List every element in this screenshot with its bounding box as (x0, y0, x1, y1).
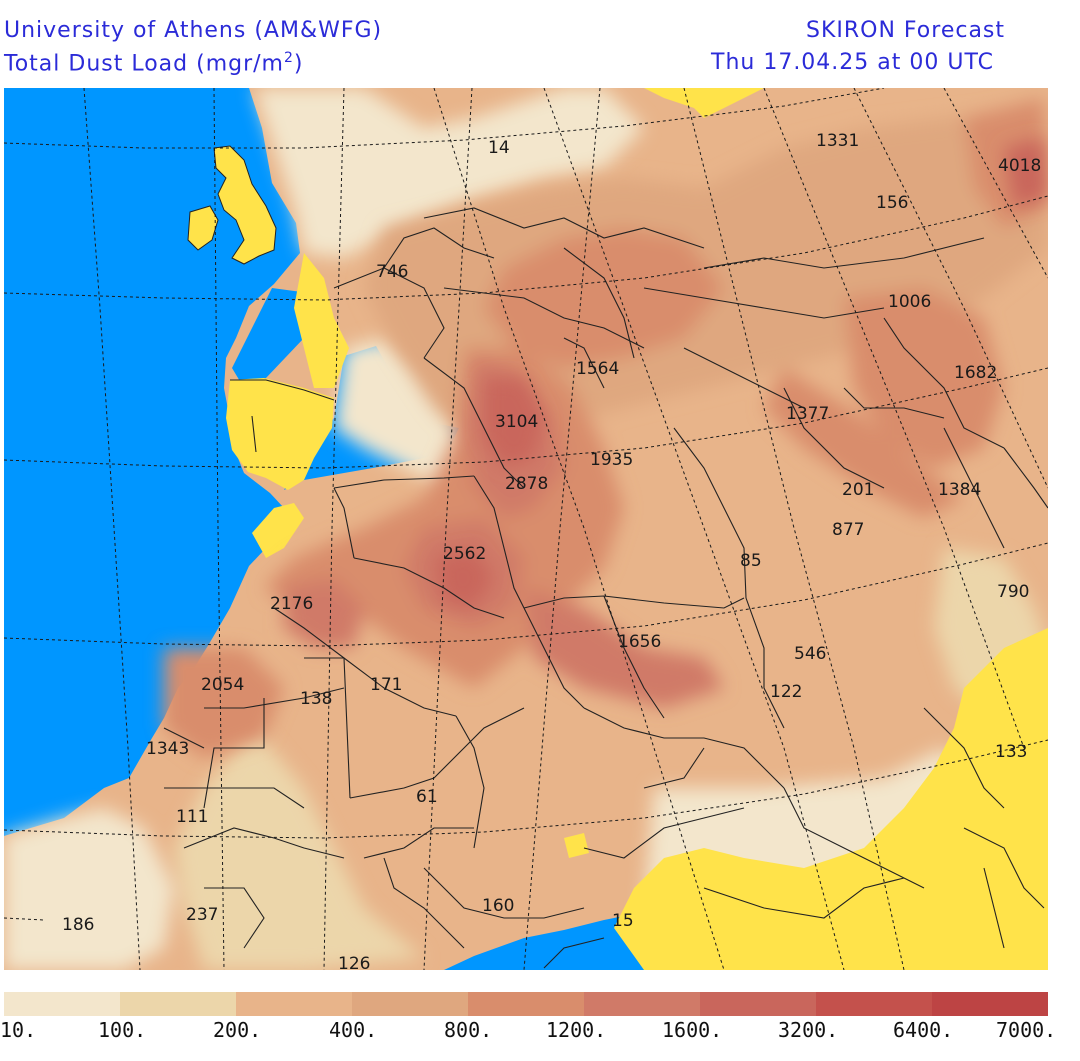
gulf-of-guinea (444, 916, 644, 970)
legend-swatch (468, 992, 584, 1016)
value-label: 1564 (576, 359, 619, 379)
legend-tick: 200. (213, 1018, 262, 1042)
value-label: 1006 (888, 292, 931, 312)
value-label: 138 (300, 689, 332, 709)
value-label: 186 (62, 915, 94, 935)
legend-swatch (932, 992, 1048, 1016)
value-label: 160 (482, 896, 514, 916)
legend-swatch (120, 992, 236, 1016)
value-label: 171 (370, 675, 402, 695)
value-label: 61 (416, 787, 438, 807)
value-label: 4018 (998, 156, 1041, 176)
legend-swatch (816, 992, 932, 1016)
legend-tick: 1200. (546, 1018, 607, 1042)
legend-swatch (584, 992, 700, 1016)
product-title-end: ) (293, 51, 304, 77)
institution-title: University of Athens (AM&WFG) (4, 18, 383, 43)
value-label: 1331 (816, 131, 859, 151)
model-title: SKIRON Forecast (806, 18, 1006, 43)
value-label: 126 (338, 954, 370, 970)
legend-swatch (700, 992, 816, 1016)
value-label: 1935 (590, 450, 633, 470)
map-canvas: 14 1331 4018 156 746 1006 1564 1682 1377… (4, 88, 1048, 970)
value-label: 122 (770, 682, 802, 702)
color-legend (4, 992, 1048, 1016)
legend-tick: 400. (329, 1018, 378, 1042)
value-label: 746 (376, 262, 408, 282)
value-label: 2878 (505, 474, 548, 494)
legend-tick: 6400. (893, 1018, 954, 1042)
legend-swatch (236, 992, 352, 1016)
coastlines (187, 145, 277, 265)
value-label: 2054 (201, 675, 244, 695)
borders (163, 207, 1048, 969)
product-title-main: Total Dust Load (mgr/m (4, 51, 284, 77)
value-label: 546 (794, 644, 826, 664)
legend-tick: 10. (0, 1018, 37, 1042)
graticule (4, 88, 1048, 970)
atlantic-ocean (4, 88, 300, 836)
product-title-sup: 2 (283, 50, 294, 66)
legend-tick-labels: 10. 100. 200. 400. 800. 1200. 1600. 3200… (0, 1018, 1080, 1048)
value-label: 790 (997, 582, 1029, 602)
value-label: 1377 (786, 404, 829, 424)
value-label: 1384 (938, 480, 981, 500)
value-label: 85 (740, 551, 762, 571)
dust-load-map: 14 1331 4018 156 746 1006 1564 1682 1377… (4, 88, 1048, 970)
value-label: 1343 (146, 739, 189, 759)
value-label: 1656 (618, 632, 661, 652)
legend-tick: 1600. (662, 1018, 723, 1042)
value-label: 201 (842, 480, 874, 500)
value-label: 2176 (270, 594, 313, 614)
value-label: 1682 (954, 363, 997, 383)
value-label: 14 (488, 138, 510, 158)
value-labels: 14 1331 4018 156 746 1006 1564 1682 1377… (62, 131, 1041, 970)
legend-tick: 7000. (996, 1018, 1057, 1042)
valid-time: Thu 17.04.25 at 00 UTC (711, 50, 994, 75)
legend-tick: 3200. (778, 1018, 839, 1042)
legend-tick: 800. (444, 1018, 493, 1042)
value-label: 111 (176, 807, 208, 827)
peak-dust-zones (434, 138, 1048, 608)
value-label: 156 (876, 193, 908, 213)
legend-tick: 100. (98, 1018, 147, 1042)
value-label: 15 (612, 911, 634, 931)
heavy-dust-zones (164, 98, 1048, 758)
value-label: 2562 (443, 544, 486, 564)
value-label: 3104 (495, 412, 538, 432)
legend-swatch (4, 992, 120, 1016)
value-label: 237 (186, 905, 218, 925)
below-threshold-zones (226, 88, 1048, 970)
value-label: 877 (832, 520, 864, 540)
product-title: Total Dust Load (mgr/m2) (4, 50, 304, 76)
value-label: 133 (995, 742, 1027, 762)
legend-swatch (352, 992, 468, 1016)
